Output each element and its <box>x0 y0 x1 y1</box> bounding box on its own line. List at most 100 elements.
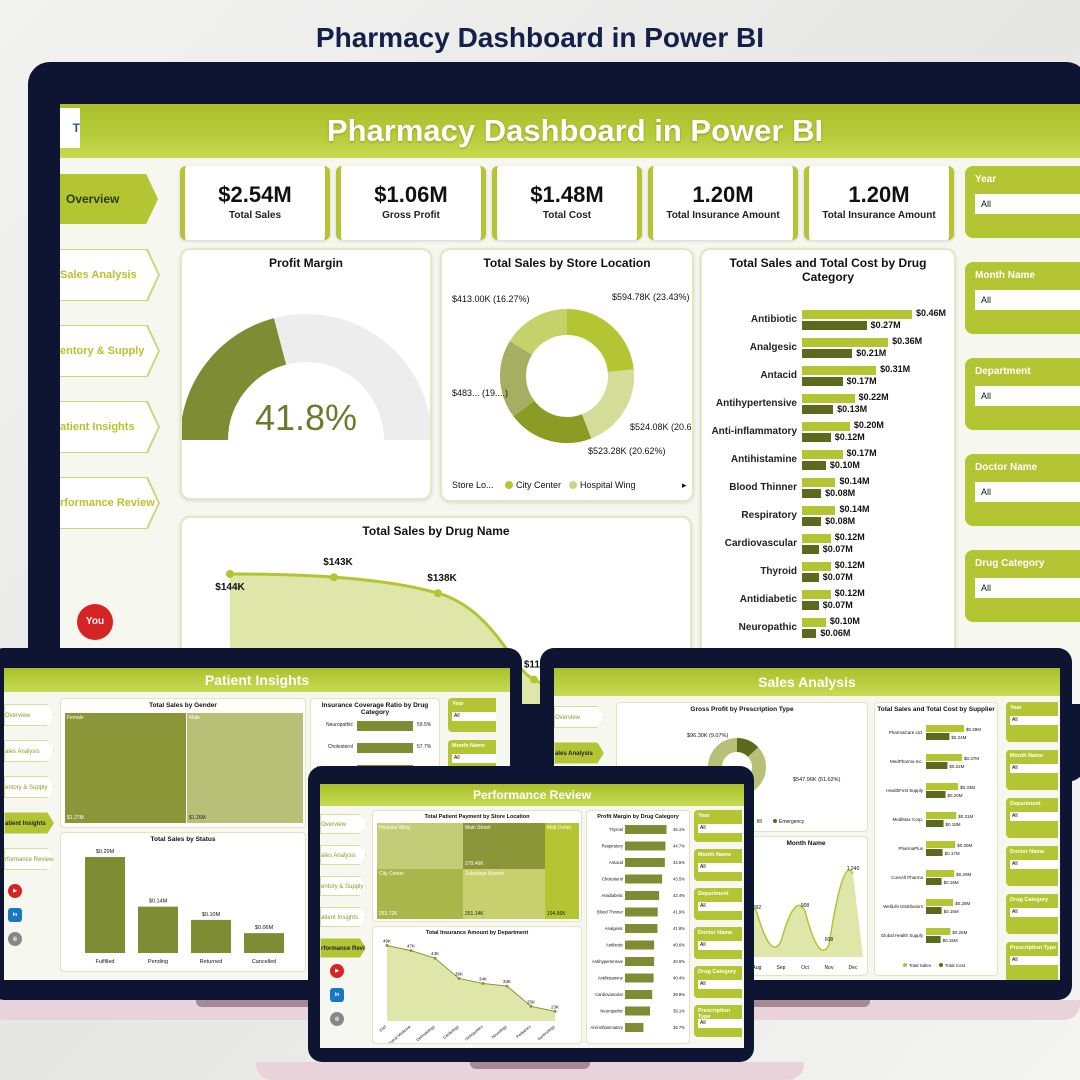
coverage-bar <box>357 721 413 731</box>
slicer-month-name[interactable]: Month Name All <box>1006 750 1058 790</box>
nav-sales-analysis[interactable]: ales Analysis <box>554 742 604 764</box>
donut-label: $524.08K (20.65%) <box>630 422 692 432</box>
margin-value: 44.7% <box>673 844 685 849</box>
margin-bar <box>625 924 658 933</box>
supplier-cost-value: $0.16M <box>944 880 959 885</box>
month-slicer[interactable]: Month Name All <box>965 262 1080 334</box>
nav-overview[interactable]: Overview <box>554 706 604 728</box>
slicer-year[interactable]: Year All <box>694 810 742 842</box>
margin-bar <box>625 858 665 867</box>
slicer-prescription-type[interactable]: Prescription Type All <box>1006 942 1058 980</box>
linkedin-icon[interactable]: in <box>8 908 22 922</box>
coverage-bar <box>357 743 413 753</box>
slicer-drug-category[interactable]: Drug Category All <box>694 966 742 998</box>
nav-inventory-supply[interactable]: entory & Supply <box>4 776 54 798</box>
supplier-sales-value: $0.31M <box>958 814 973 819</box>
margin-bar <box>625 940 655 950</box>
slicer-prescription-type[interactable]: Prescription Type All <box>694 1005 742 1037</box>
supplier-cost-bar <box>926 878 942 885</box>
category-label: Antihistamine <box>730 454 797 465</box>
margin-value: 44.5% <box>673 860 685 865</box>
nav-patient-insights[interactable]: atient Insights <box>4 812 54 834</box>
youtube-icon[interactable]: You <box>77 604 113 640</box>
nav-patient-insights[interactable]: atient Insights <box>320 907 366 927</box>
donut-label: $483... (19....) <box>452 388 508 398</box>
supplier-sales-value: $0.39M <box>966 727 981 732</box>
point-label: $111K <box>524 660 553 671</box>
margin-bar <box>625 973 654 983</box>
year-slicer[interactable]: Year All <box>965 166 1080 238</box>
supplier-bar-chart: PharmaCare Ltd. $0.39M$0.24M MedPharma Inc… <box>881 725 981 968</box>
performance-dashboard: Performance Review Overview ales Analysi… <box>320 784 744 1048</box>
margin-bar <box>625 841 666 851</box>
margin-category: Neuropathic <box>600 1009 623 1014</box>
month-value: 908 <box>801 903 810 909</box>
donut-slice <box>581 369 634 439</box>
slicer-department[interactable]: Department All <box>694 888 742 920</box>
area-point <box>434 589 442 598</box>
nav-overview[interactable]: Overview <box>4 704 54 726</box>
slicer-doctor-name[interactable]: Doctor Name All <box>1006 846 1058 886</box>
status-bar <box>85 857 125 953</box>
legend-hospital-wing: Hospital Wing <box>580 480 636 490</box>
nav-sales-analysis[interactable]: ales Analysis <box>4 740 54 762</box>
dept-category: ENT <box>378 1024 388 1033</box>
nav-inventory-supply[interactable]: entory & Supply <box>320 876 366 896</box>
nav-sales-analysis[interactable]: ales Analysis <box>320 845 366 865</box>
dept-category: Neurology <box>490 1024 507 1040</box>
nav-overview[interactable]: Overview <box>320 814 366 834</box>
nav-performance-review[interactable]: rformance Review <box>4 848 54 870</box>
youtube-icon[interactable]: ▶ <box>8 884 22 898</box>
margin-value: 41.9% <box>673 910 685 915</box>
nav-inventory-supply[interactable]: entory & Supply <box>60 326 158 376</box>
sales-bar <box>802 534 831 543</box>
performance-laptop: Performance Review Overview ales Analysi… <box>308 766 754 1062</box>
sales-value: $0.10M <box>829 616 860 626</box>
slicer-month-name[interactable]: Month Name All <box>694 849 742 881</box>
nav-overview[interactable]: Overview <box>60 174 158 224</box>
margin-value: 39.1% <box>673 1009 685 1014</box>
supplier-sales-bar <box>926 841 956 848</box>
cost-value: $0.07M <box>822 544 853 554</box>
tree-mall-outlet: Mall Outlet 194.56K <box>545 823 579 919</box>
drug-category-row: Antihistamine $0.17M $0.10M <box>702 448 952 474</box>
linkedin-icon[interactable]: in <box>330 988 344 1002</box>
margin-value: 36.7% <box>673 1025 685 1030</box>
globe-icon[interactable]: ◎ <box>330 1012 344 1026</box>
slicer-doctor-name[interactable]: Doctor Name All <box>694 927 742 959</box>
margin-bar-chart: Thyroid 45.1% Respiratory 44.7% Antacid 44.5%… <box>590 825 685 1032</box>
nav-performance-review[interactable]: rformance Review <box>320 938 366 958</box>
drug-category-slicer[interactable]: Drug Category All <box>965 550 1080 622</box>
slicer-department[interactable]: Department All <box>1006 798 1058 838</box>
nav-sales-analysis[interactable]: Sales Analysis <box>60 250 158 300</box>
cost-value: $0.08M <box>825 488 856 498</box>
doctor-slicer[interactable]: Doctor Name All <box>965 454 1080 526</box>
sales-value: $0.12M <box>834 588 865 598</box>
kpi-insurance-2: 1.20M Total Insurance Amount <box>804 166 954 240</box>
slicer-drug-category[interactable]: Drug Category All <box>1006 894 1058 934</box>
main-dashboard: Pharmacy Dashboard in Power BI T Overvie… <box>60 104 1080 704</box>
nav-patient-insights[interactable]: atient Insights <box>60 402 158 452</box>
nav-performance-review[interactable]: rformance Review <box>60 478 158 528</box>
globe-icon[interactable]: ◎ <box>8 932 22 946</box>
dashboard-banner: Pharmacy Dashboard in Power BI <box>60 104 1080 158</box>
month-tick: Nov <box>825 965 834 971</box>
margin-bar <box>625 907 658 917</box>
sales-bar <box>802 450 843 459</box>
point-label: $143K <box>323 557 353 568</box>
tree-city-center: City Center 263.72K <box>377 869 463 919</box>
department-card: Total Insurance Amount by Department 49K… <box>372 926 582 1044</box>
cost-value: $0.27M <box>870 320 901 330</box>
drug-category-row: Thyroid $0.12M $0.07M <box>702 560 952 586</box>
slicer-year[interactable]: Year All <box>1006 702 1058 742</box>
year-slicer[interactable]: Year All <box>448 698 496 732</box>
legend-sales-dot <box>903 963 907 967</box>
sales-bar <box>802 506 836 515</box>
margin-bar <box>625 825 667 834</box>
margin-bar <box>625 891 660 900</box>
coverage-row: Neuropathic 59.5% <box>311 719 439 733</box>
department-slicer[interactable]: Department All <box>965 358 1080 430</box>
status-category: Fulfilled <box>96 959 115 965</box>
status-category: Returned <box>200 959 223 965</box>
youtube-icon[interactable]: ▶ <box>330 964 344 978</box>
